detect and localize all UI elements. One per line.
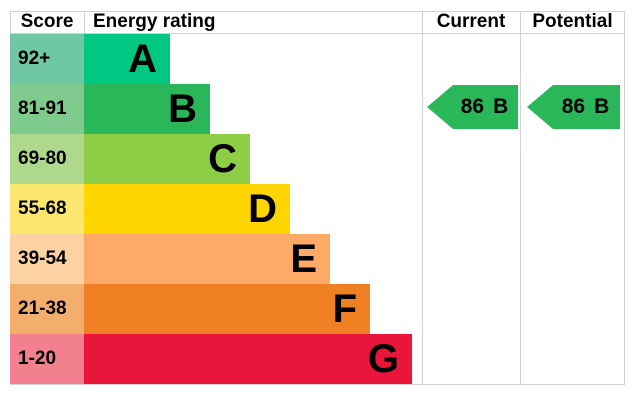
band-bar-f: F xyxy=(84,284,370,334)
band-row-a: 92+ A xyxy=(10,34,625,84)
band-bar-g: G xyxy=(84,334,412,384)
band-bar-c: C xyxy=(84,134,250,184)
score-range-d: 55-68 xyxy=(10,184,84,234)
band-row-e: 39-54 E xyxy=(10,234,625,284)
divider-score-energy xyxy=(84,11,85,34)
band-bar-b: B xyxy=(84,84,210,134)
potential-rating-value: 86 xyxy=(561,95,586,118)
current-rating-value: 86 xyxy=(460,95,485,118)
score-range-c: 69-80 xyxy=(10,134,84,184)
potential-rating-band: B xyxy=(594,95,610,118)
header-energy-rating: Energy rating xyxy=(93,11,216,32)
band-row-b: 81-91 B xyxy=(10,84,625,134)
header-underline xyxy=(10,33,625,34)
band-row-f: 21-38 F xyxy=(10,284,625,334)
divider-energy-current xyxy=(422,11,423,385)
score-range-g: 1-20 xyxy=(10,334,84,384)
header-current: Current xyxy=(436,11,506,32)
divider-current-potential xyxy=(520,11,521,385)
header-score: Score xyxy=(20,11,74,32)
band-bar-d: D xyxy=(84,184,290,234)
current-rating-band: B xyxy=(493,95,509,118)
header-potential: Potential xyxy=(532,11,613,32)
score-range-b: 81-91 xyxy=(10,84,84,134)
score-range-e: 39-54 xyxy=(10,234,84,284)
band-row-c: 69-80 C xyxy=(10,134,625,184)
band-row-d: 55-68 D xyxy=(10,184,625,234)
score-range-a: 92+ xyxy=(10,34,84,84)
band-row-g: 1-20 G xyxy=(10,334,625,384)
band-bar-e: E xyxy=(84,234,330,284)
band-bar-a: A xyxy=(84,34,170,84)
score-range-f: 21-38 xyxy=(10,284,84,334)
